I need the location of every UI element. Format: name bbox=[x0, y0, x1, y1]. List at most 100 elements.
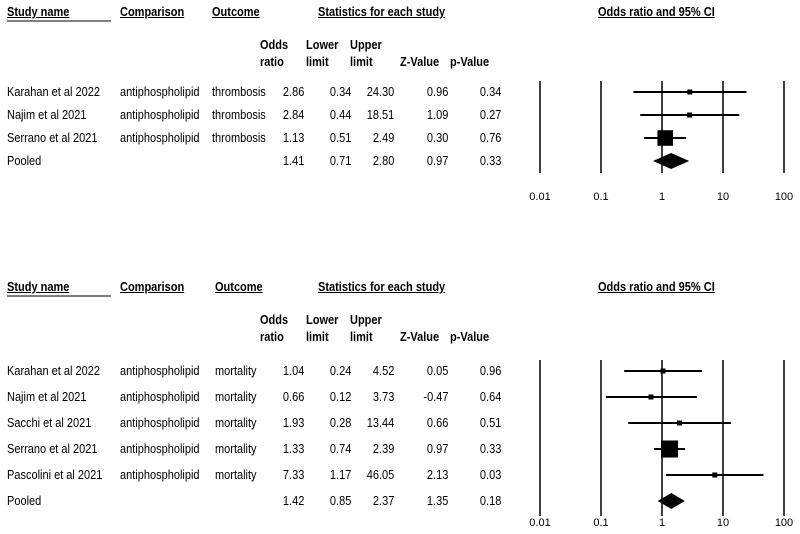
x-tick-label-0: 0.01 bbox=[529, 517, 550, 529]
row-1-lower-limit: 0.24 bbox=[329, 364, 351, 378]
pooled-diamond bbox=[652, 153, 690, 169]
header-plot-title: Odds ratio and 95% CI bbox=[598, 5, 715, 19]
x-tick-label-1: 0.1 bbox=[593, 517, 608, 529]
row-3-lower-limit: 0.51 bbox=[329, 131, 351, 145]
row-2-z-value: -0.47 bbox=[422, 390, 448, 404]
row-1-study-name: Karahan et al 2022 bbox=[7, 85, 100, 99]
forest-plot-mortality: Study name Comparison Outcome Statistics fo… bbox=[0, 272, 800, 534]
pooled-odds-ratio: 1.42 bbox=[282, 494, 304, 508]
row-1-study-name: Karahan et al 2022 bbox=[7, 364, 100, 378]
row-4-z-value: 0.97 bbox=[426, 442, 448, 456]
subheader-lower-limit: limit bbox=[306, 330, 329, 344]
subheader-upper-limit: limit bbox=[350, 55, 373, 69]
row-2-outcome: thrombosis bbox=[212, 108, 266, 122]
row-2-point-estimate bbox=[648, 394, 654, 400]
x-tick-label-3: 10 bbox=[717, 191, 729, 203]
subheader-ratio: ratio bbox=[260, 330, 284, 344]
pooled-z-value: 1.35 bbox=[426, 494, 448, 508]
row-3-point-estimate bbox=[676, 420, 682, 426]
row-1-comparison: antiphospholipid bbox=[120, 85, 200, 99]
row-2-upper-limit: 3.73 bbox=[372, 390, 394, 404]
row-3-odds-ratio: 1.93 bbox=[282, 416, 304, 430]
subheader-upper: Upper bbox=[350, 313, 382, 327]
row-1-upper-limit: 4.52 bbox=[372, 364, 394, 378]
row-2-upper-limit: 18.51 bbox=[366, 108, 394, 122]
subheader-odds: Odds bbox=[260, 38, 289, 52]
row-1-odds-ratio: 2.86 bbox=[282, 85, 304, 99]
row-2-p-value: 0.64 bbox=[479, 390, 501, 404]
row-1-upper-limit: 24.30 bbox=[366, 85, 394, 99]
pooled-p-value: 0.33 bbox=[479, 154, 501, 168]
row-5-point-estimate bbox=[712, 472, 718, 478]
row-3-p-value: 0.76 bbox=[479, 131, 501, 145]
row-3-z-value: 0.66 bbox=[426, 416, 448, 430]
row-5-upper-limit: 46.05 bbox=[366, 468, 394, 482]
row-2-z-value: 1.09 bbox=[426, 108, 448, 122]
pooled-lower-limit: 0.71 bbox=[329, 154, 351, 168]
row-3-upper-limit: 13.44 bbox=[366, 416, 394, 430]
row-1-comparison: antiphospholipid bbox=[120, 364, 200, 378]
row-4-outcome: mortality bbox=[215, 442, 257, 456]
forest-plot-thrombosis: Study name Comparison Outcome Statistics fo… bbox=[0, 0, 800, 210]
row-2-odds-ratio: 0.66 bbox=[282, 390, 304, 404]
row-1-lower-limit: 0.34 bbox=[329, 85, 351, 99]
row-1-p-value: 0.34 bbox=[479, 85, 501, 99]
pooled-study-name: Pooled bbox=[7, 494, 42, 508]
row-2-comparison: antiphospholipid bbox=[120, 108, 200, 122]
row-4-p-value: 0.33 bbox=[479, 442, 501, 456]
header-study-name: Study name bbox=[7, 5, 70, 19]
x-tick-label-2: 1 bbox=[659, 517, 665, 529]
row-4-lower-limit: 0.74 bbox=[329, 442, 351, 456]
subheader-upper-limit: limit bbox=[350, 330, 373, 344]
subheader-odds: Odds bbox=[260, 313, 289, 327]
row-3-p-value: 0.51 bbox=[479, 416, 501, 430]
row-3-comparison: antiphospholipid bbox=[120, 131, 200, 145]
row-3-comparison: antiphospholipid bbox=[120, 416, 200, 430]
header-statistics: Statistics for each study bbox=[318, 280, 446, 294]
subheader-p-value: p-Value bbox=[450, 55, 490, 69]
x-tick-label-0: 0.01 bbox=[529, 191, 550, 203]
row-1-point-estimate bbox=[660, 368, 666, 374]
row-1-p-value: 0.96 bbox=[479, 364, 501, 378]
x-tick-label-2: 1 bbox=[659, 191, 665, 203]
row-5-p-value: 0.03 bbox=[479, 468, 501, 482]
row-5-lower-limit: 1.17 bbox=[329, 468, 351, 482]
subheader-z-value: Z-Value bbox=[400, 330, 440, 344]
pooled-lower-limit: 0.85 bbox=[329, 494, 351, 508]
header-outcome: Outcome bbox=[215, 280, 263, 294]
row-5-odds-ratio: 7.33 bbox=[282, 468, 304, 482]
row-2-lower-limit: 0.12 bbox=[329, 390, 351, 404]
x-tick-label-4: 100 bbox=[775, 191, 793, 203]
row-5-outcome: mortality bbox=[215, 468, 257, 482]
row-5-study-name: Pascolini et al 2021 bbox=[7, 468, 103, 482]
row-4-comparison: antiphospholipid bbox=[120, 442, 200, 456]
row-3-outcome: thrombosis bbox=[212, 131, 266, 145]
subheader-z-value: Z-Value bbox=[400, 55, 440, 69]
row-3-outcome: mortality bbox=[215, 416, 257, 430]
row-1-point-estimate bbox=[687, 89, 693, 95]
x-tick-label-1: 0.1 bbox=[593, 191, 608, 203]
row-5-z-value: 2.13 bbox=[426, 468, 448, 482]
pooled-p-value: 0.18 bbox=[479, 494, 501, 508]
row-3-study-name: Sacchi et al 2021 bbox=[7, 416, 92, 430]
header-statistics: Statistics for each study bbox=[318, 5, 446, 19]
forest-plot-svg: 0.01 0.1 1 10 100 bbox=[7, 295, 793, 529]
header-outcome: Outcome bbox=[212, 5, 260, 19]
row-4-study-name: Serrano et al 2021 bbox=[7, 442, 98, 456]
pooled-z-value: 0.97 bbox=[426, 154, 448, 168]
row-4-odds-ratio: 1.33 bbox=[282, 442, 304, 456]
subheader-lower: Lower bbox=[306, 313, 339, 327]
row-3-upper-limit: 2.49 bbox=[372, 131, 394, 145]
row-1-z-value: 0.05 bbox=[426, 364, 448, 378]
row-2-study-name: Najim et al 2021 bbox=[7, 108, 87, 122]
row-3-lower-limit: 0.28 bbox=[329, 416, 351, 430]
row-1-outcome: mortality bbox=[215, 364, 257, 378]
pooled-odds-ratio: 1.41 bbox=[282, 154, 304, 168]
row-1-odds-ratio: 1.04 bbox=[282, 364, 304, 378]
header-study-name: Study name bbox=[7, 280, 70, 294]
row-1-outcome: thrombosis bbox=[212, 85, 266, 99]
header-plot-title: Odds ratio and 95% CI bbox=[598, 280, 715, 294]
header-comparison: Comparison bbox=[120, 280, 185, 294]
x-tick-label-4: 100 bbox=[775, 517, 793, 529]
subheader-ratio: ratio bbox=[260, 55, 284, 69]
